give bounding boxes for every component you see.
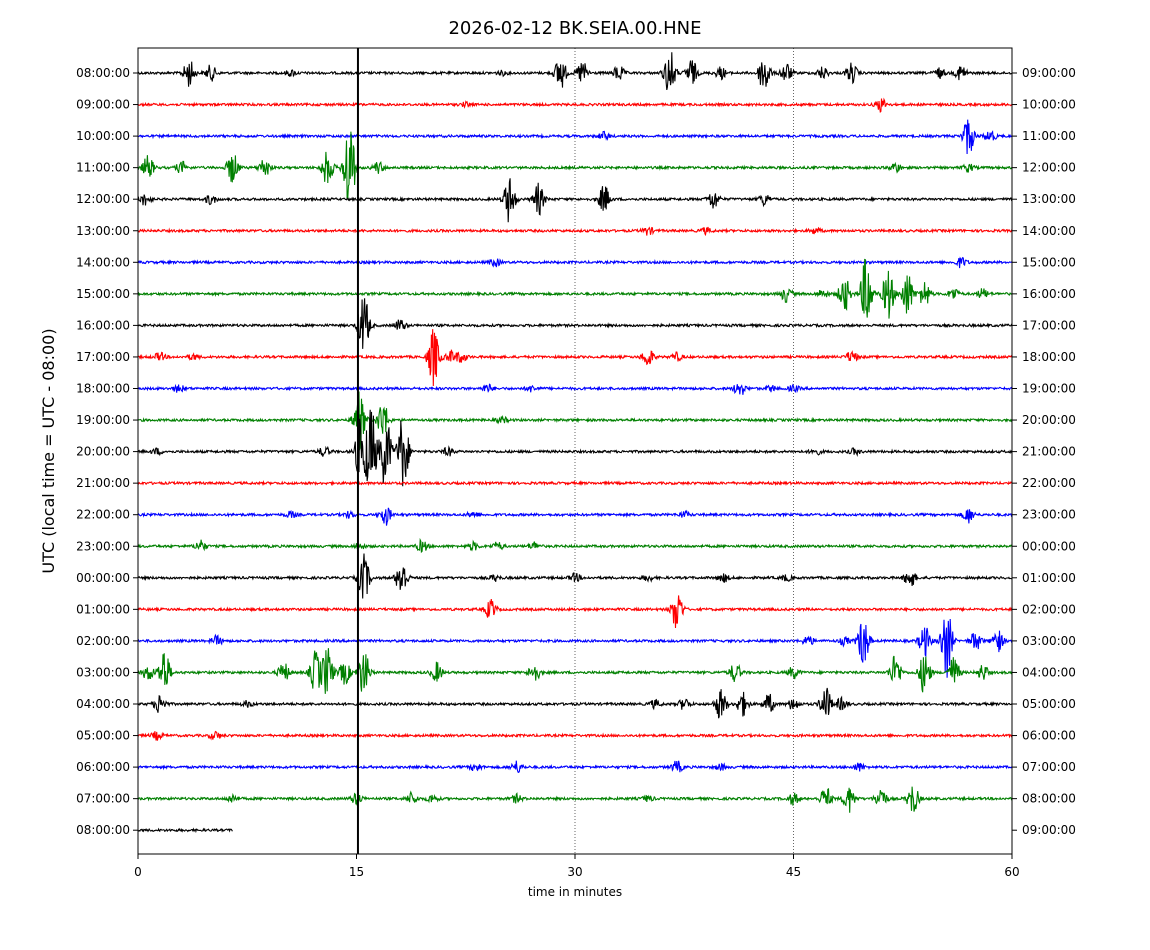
- y-tick-label-utc: 00:00:00: [76, 571, 130, 585]
- y-tick-label-local: 11:00:00: [1022, 129, 1076, 143]
- y-tick-label-utc: 14:00:00: [76, 255, 130, 269]
- y-tick-label-utc: 08:00:00: [76, 66, 130, 80]
- y-tick-label-local: 19:00:00: [1022, 382, 1076, 396]
- y-tick-label-local: 10:00:00: [1022, 98, 1076, 112]
- y-axis-label: UTC (local time = UTC - 08:00): [39, 328, 58, 573]
- trace-row-17: [137, 595, 1013, 629]
- y-tick-label-local: 01:00:00: [1022, 571, 1076, 585]
- y-tick-label-utc: 22:00:00: [76, 508, 130, 522]
- y-tick-label-utc: 18:00:00: [76, 382, 130, 396]
- y-tick-label-utc: 21:00:00: [76, 476, 130, 490]
- y-tick-label-utc: 07:00:00: [76, 792, 130, 806]
- y-tick-label-local: 09:00:00: [1022, 66, 1076, 80]
- trace-row-2: [137, 119, 1013, 155]
- y-tick-label-local: 02:00:00: [1022, 602, 1076, 616]
- x-axis-label: time in minutes: [528, 885, 622, 899]
- x-tick-label: 15: [349, 865, 364, 879]
- trace-row-13: [137, 479, 1013, 487]
- y-tick-label-local: 14:00:00: [1022, 224, 1076, 238]
- y-tick-label-local: 18:00:00: [1022, 350, 1076, 364]
- y-tick-label-utc: 23:00:00: [76, 539, 130, 553]
- y-tick-label-local: 23:00:00: [1022, 508, 1076, 522]
- y-tick-label-utc: 02:00:00: [76, 634, 130, 648]
- trace-row-19: [137, 648, 1013, 694]
- trace-row-21: [137, 730, 1013, 741]
- trace-row-11: [137, 391, 1013, 451]
- y-tick-label-utc: 19:00:00: [76, 413, 130, 427]
- trace-row-8: [137, 298, 1013, 349]
- x-tick-label: 60: [1004, 865, 1019, 879]
- trace-row-18: [137, 618, 1013, 678]
- x-axis-ticks: 0 15 30 45 60: [134, 854, 1020, 879]
- y-tick-label-local: 21:00:00: [1022, 445, 1076, 459]
- trace-row-14: [137, 507, 1013, 526]
- trace-row-24: [137, 827, 233, 834]
- y-tick-label-local: 06:00:00: [1022, 729, 1076, 743]
- y-tick-label-utc: 17:00:00: [76, 350, 130, 364]
- y-axis-ticks: 08:00:00 09:00:00 09:00:00 10:00:00 10:00:00…: [76, 66, 1076, 837]
- trace-rows: [137, 52, 1013, 834]
- y-tick-label-local: 07:00:00: [1022, 760, 1076, 774]
- trace-row-15: [137, 537, 1013, 554]
- trace-row-5: [137, 226, 1013, 237]
- trace-row-12: [137, 409, 1013, 487]
- y-tick-label-utc: 06:00:00: [76, 760, 130, 774]
- y-tick-label-utc: 09:00:00: [76, 98, 130, 112]
- y-tick-label-local: 03:00:00: [1022, 634, 1076, 648]
- y-tick-label-utc: 15:00:00: [76, 287, 130, 301]
- y-tick-label-local: 16:00:00: [1022, 287, 1076, 301]
- y-tick-label-local: 22:00:00: [1022, 476, 1076, 490]
- y-tick-label-utc: 03:00:00: [76, 665, 130, 679]
- trace-row-10: [137, 383, 1013, 395]
- y-tick-label-local: 17:00:00: [1022, 318, 1076, 332]
- y-tick-label-local: 20:00:00: [1022, 413, 1076, 427]
- y-tick-label-utc: 12:00:00: [76, 192, 130, 206]
- x-tick-label: 0: [134, 865, 142, 879]
- y-tick-label-utc: 05:00:00: [76, 729, 130, 743]
- y-tick-label-utc: 20:00:00: [76, 445, 130, 459]
- y-tick-label-local: 04:00:00: [1022, 665, 1076, 679]
- y-tick-label-utc: 04:00:00: [76, 697, 130, 711]
- trace-row-22: [137, 760, 1013, 773]
- y-tick-label-utc: 16:00:00: [76, 318, 130, 332]
- trace-row-9: [137, 329, 1013, 387]
- y-tick-label-local: 08:00:00: [1022, 792, 1076, 806]
- y-tick-label-utc: 11:00:00: [76, 161, 130, 175]
- y-tick-label-local: 15:00:00: [1022, 255, 1076, 269]
- y-tick-label-utc: 13:00:00: [76, 224, 130, 238]
- trace-row-7: [137, 258, 1013, 319]
- trace-row-0: [137, 52, 1013, 91]
- trace-row-20: [137, 687, 1013, 719]
- y-tick-label-utc: 08:00:00: [76, 823, 130, 837]
- y-tick-label-local: 13:00:00: [1022, 192, 1076, 206]
- trace-row-3: [137, 131, 1013, 200]
- trace-row-16: [137, 553, 1013, 599]
- trace-row-6: [137, 256, 1013, 269]
- y-tick-label-local: 12:00:00: [1022, 161, 1076, 175]
- y-tick-label-utc: 01:00:00: [76, 602, 130, 616]
- y-tick-label-local: 00:00:00: [1022, 539, 1076, 553]
- y-tick-label-utc: 10:00:00: [76, 129, 130, 143]
- trace-row-4: [137, 178, 1013, 223]
- trace-row-1: [137, 97, 1013, 113]
- x-tick-label: 30: [567, 865, 582, 879]
- x-tick-label: 45: [786, 865, 801, 879]
- trace-row-23: [137, 786, 1013, 813]
- y-tick-label-local: 05:00:00: [1022, 697, 1076, 711]
- chart-title: 2026-02-12 BK.SEIA.00.HNE: [448, 18, 701, 39]
- y-tick-label-local: 09:00:00: [1022, 823, 1076, 837]
